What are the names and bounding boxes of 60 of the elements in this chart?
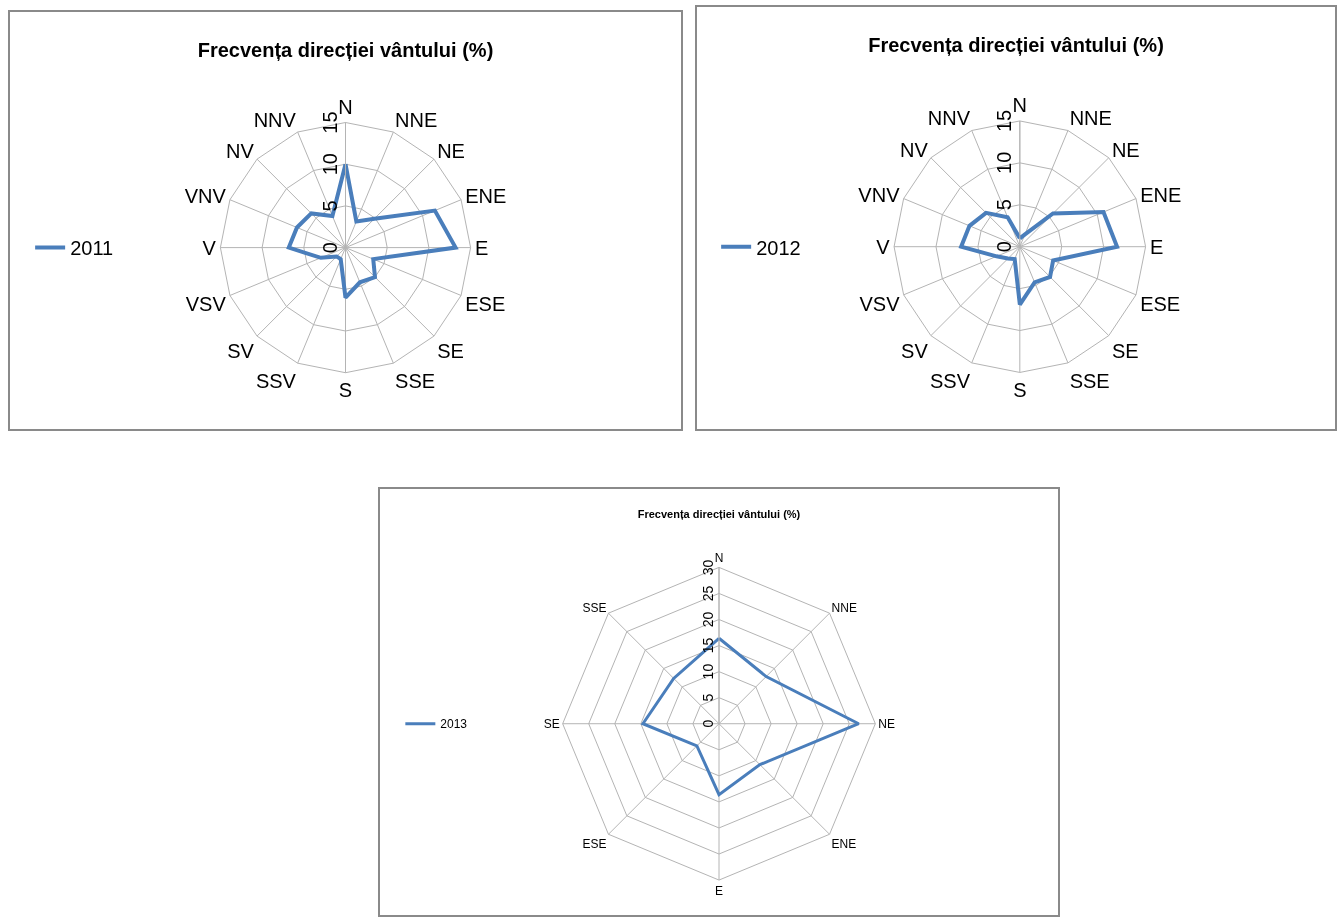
- spoke-label: SSV: [929, 370, 971, 393]
- spoke-label: SV: [901, 339, 929, 362]
- spoke-label: ENE: [1140, 183, 1182, 206]
- spoke-label: SSV: [255, 370, 297, 393]
- spoke-label: VNV: [184, 184, 227, 207]
- chart-title: Frecvența direcției vântului (%): [197, 38, 494, 61]
- chart-title: Frecvența direcției vântului (%): [637, 508, 801, 521]
- spoke-label: S: [338, 379, 353, 402]
- spoke-label: ESE: [1140, 292, 1181, 315]
- spoke-label: VSV: [859, 292, 901, 315]
- y-tick-label: 5: [319, 200, 341, 212]
- spoke-label: E: [714, 883, 724, 898]
- spoke-label: ENE: [465, 184, 507, 207]
- spoke-label: V: [202, 236, 217, 259]
- spoke-label: NE: [1111, 138, 1140, 161]
- spoke-label: V: [876, 235, 891, 258]
- spoke-label: NNE: [1069, 107, 1112, 130]
- spoke-label: SV: [227, 340, 255, 363]
- spoke-label: N: [338, 96, 353, 118]
- spoke-label: NNV: [927, 107, 971, 130]
- y-tick-label: 25: [699, 585, 716, 602]
- y-tick-label: 10: [993, 151, 1016, 174]
- spoke-label: NNV: [253, 108, 297, 131]
- spoke-label: ESE: [465, 293, 506, 316]
- y-tick-label: 15: [699, 637, 716, 654]
- spoke-label: E: [475, 236, 489, 259]
- spoke-label: NNE: [395, 108, 438, 131]
- y-tick-label: 0: [993, 241, 1016, 253]
- spoke-label: SE: [543, 716, 560, 731]
- spoke-label: SSE: [582, 601, 607, 616]
- spoke-label: N: [1012, 94, 1028, 117]
- spoke-label: NE: [878, 716, 895, 731]
- y-tick-label: 5: [699, 693, 716, 702]
- y-tick-label: 10: [699, 663, 716, 680]
- legend-label: 2012: [756, 236, 801, 259]
- spoke-label: ESE: [582, 836, 607, 851]
- spoke-label: SE: [437, 340, 464, 363]
- spoke-label: NE: [437, 140, 465, 163]
- y-tick-label: 0: [319, 242, 341, 254]
- spoke-label: ENE: [831, 836, 857, 851]
- spoke-label: SSE: [395, 370, 436, 393]
- y-tick-label: 10: [319, 153, 341, 176]
- spoke-label: E: [1150, 235, 1164, 258]
- y-tick-label: 20: [699, 611, 716, 628]
- spoke-label: NNE: [831, 601, 857, 616]
- spoke-label: NV: [899, 138, 929, 161]
- spoke-label: VNV: [858, 183, 901, 206]
- chart-title: Frecvența direcției vântului (%): [868, 33, 1164, 56]
- legend-label: 2011: [70, 237, 114, 260]
- y-tick-label: 5: [993, 199, 1016, 211]
- y-tick-label: 15: [319, 111, 341, 134]
- spoke-label: N: [714, 551, 724, 566]
- spoke-label: S: [1013, 378, 1027, 401]
- legend-label: 2013: [440, 717, 468, 732]
- spoke-label: NV: [226, 140, 255, 163]
- spoke-label: SSE: [1069, 370, 1110, 393]
- spoke-label: SE: [1111, 339, 1139, 362]
- spoke-label: VSV: [185, 293, 227, 316]
- y-tick-label: 0: [699, 719, 716, 728]
- y-tick-label: 30: [699, 559, 716, 576]
